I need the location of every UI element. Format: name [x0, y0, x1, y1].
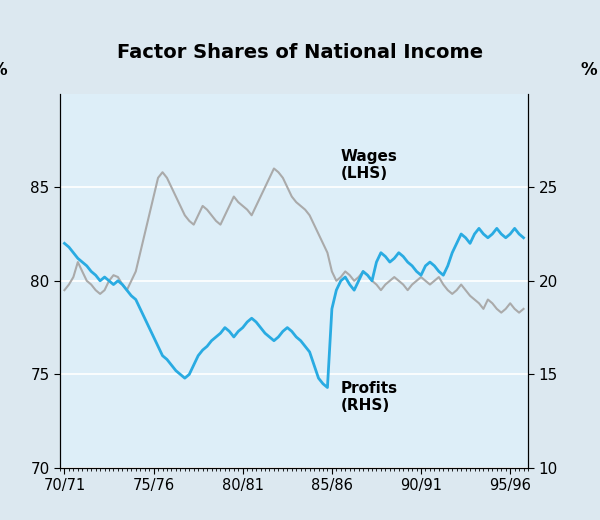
Text: Profits
(RHS): Profits (RHS) [341, 381, 398, 413]
Text: Factor Shares of National Income: Factor Shares of National Income [117, 43, 483, 62]
Text: %: % [581, 61, 597, 79]
Text: %: % [0, 61, 7, 79]
Text: Wages
(LHS): Wages (LHS) [341, 149, 398, 181]
